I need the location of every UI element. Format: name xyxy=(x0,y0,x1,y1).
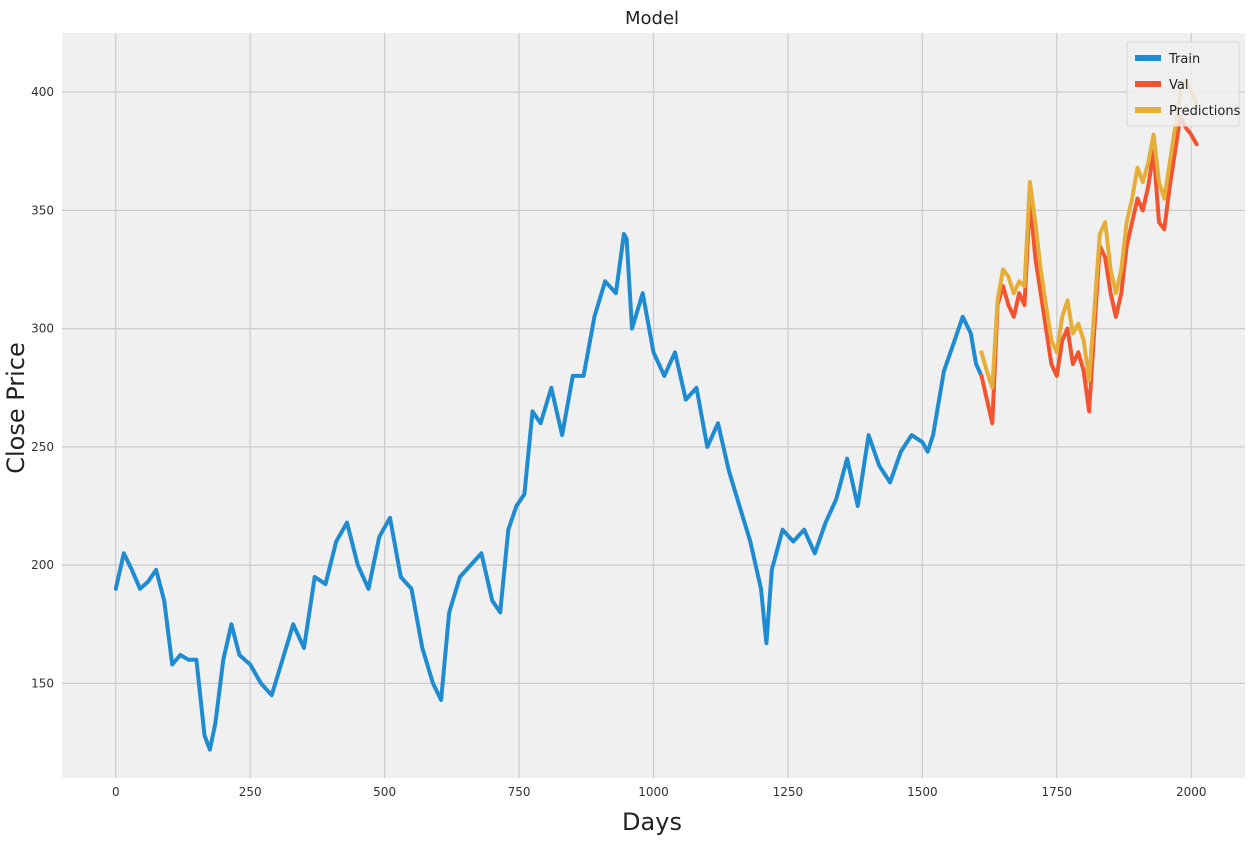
series-line-predictions xyxy=(979,78,1199,390)
x-tick-label: 750 xyxy=(508,785,531,799)
y-axis-ticks: 150 200 250 300 350 400 xyxy=(31,85,54,690)
y-tick-label: 200 xyxy=(31,558,54,572)
chart-title: Model xyxy=(625,8,679,29)
legend-label-predictions: Predictions xyxy=(1169,104,1241,119)
legend-box xyxy=(1126,41,1240,127)
series-layer xyxy=(113,78,1199,752)
y-axis-title: Close Price xyxy=(2,342,30,474)
x-axis-title: Days xyxy=(622,808,682,836)
series-line-val xyxy=(979,113,1199,426)
y-tick-label: 150 xyxy=(31,676,54,690)
x-tick-label: 0 xyxy=(112,785,120,799)
legend-label-train: Train xyxy=(1168,52,1200,67)
y-tick-label: 250 xyxy=(31,440,54,454)
y-tick-label: 350 xyxy=(31,203,54,217)
x-tick-label: 500 xyxy=(373,785,396,799)
legend: Train Val Predictions xyxy=(1126,41,1241,127)
legend-label-val: Val xyxy=(1169,78,1188,93)
x-tick-label: 1250 xyxy=(773,785,804,799)
grid xyxy=(62,33,1245,778)
x-tick-label: 1500 xyxy=(907,785,938,799)
y-tick-label: 400 xyxy=(31,85,54,99)
x-tick-label: 1750 xyxy=(1042,785,1073,799)
series-line-train xyxy=(113,232,984,752)
x-tick-label: 250 xyxy=(239,785,262,799)
x-tick-label: 1000 xyxy=(638,785,669,799)
y-tick-label: 300 xyxy=(31,322,54,336)
x-axis-ticks: 0 250 500 750 1000 1250 1500 1750 2000 xyxy=(112,785,1207,799)
x-tick-label: 2000 xyxy=(1176,785,1207,799)
